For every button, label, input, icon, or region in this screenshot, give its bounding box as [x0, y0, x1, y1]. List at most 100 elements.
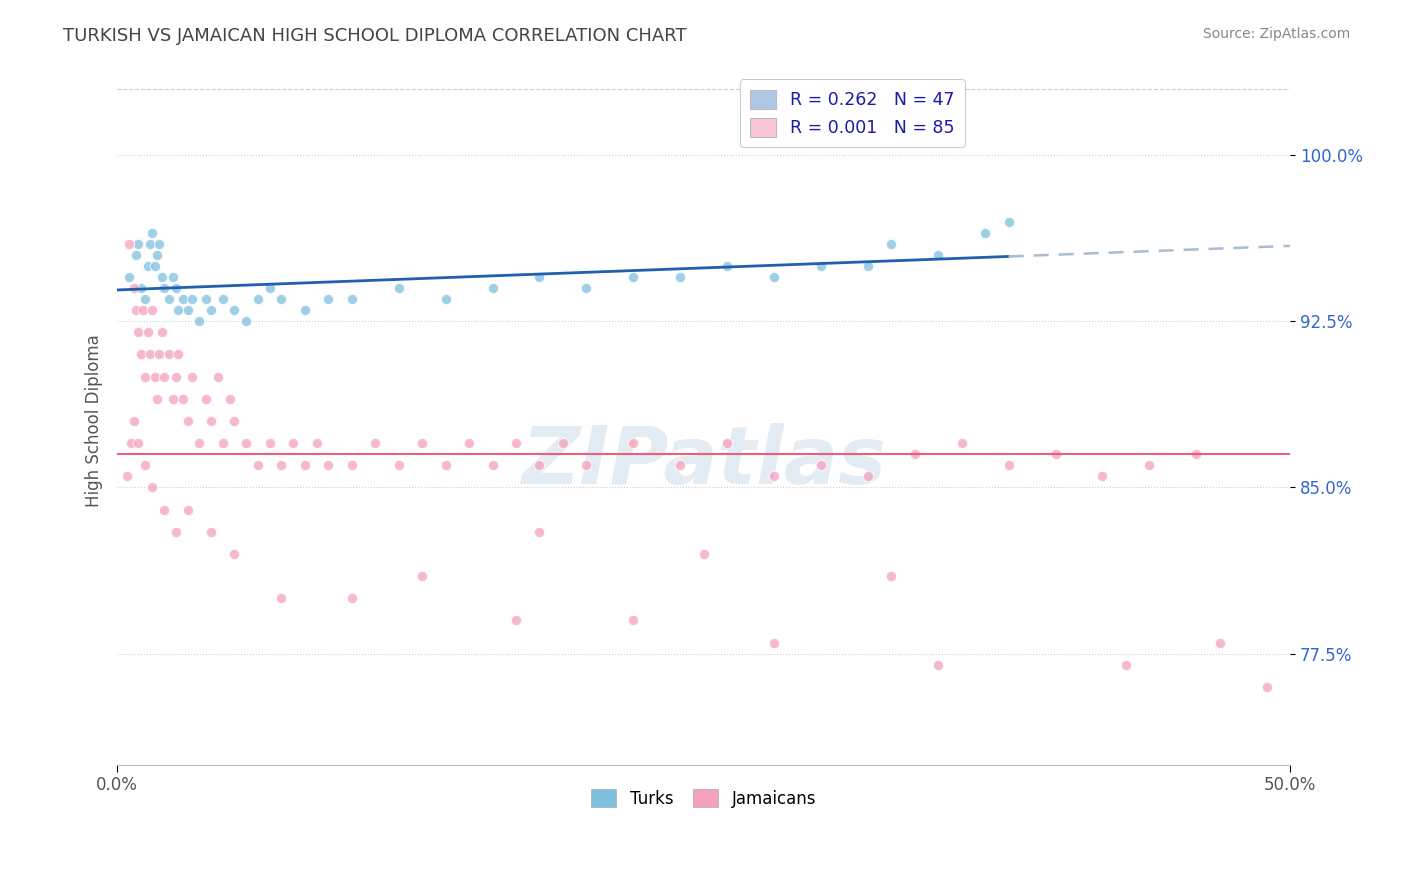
- Point: [115, 469, 138, 483]
- Point: [388, 281, 411, 295]
- Point: [669, 269, 692, 284]
- Point: [305, 436, 328, 450]
- Point: [235, 436, 257, 450]
- Point: [153, 369, 176, 384]
- Point: [318, 292, 340, 306]
- Point: [176, 303, 198, 318]
- Point: [129, 281, 152, 295]
- Point: [218, 392, 240, 406]
- Point: [134, 369, 156, 384]
- Point: [195, 392, 218, 406]
- Legend: Turks, Jamaicans: Turks, Jamaicans: [585, 782, 823, 814]
- Point: [125, 248, 148, 262]
- Point: [122, 281, 145, 295]
- Point: [157, 292, 180, 306]
- Point: [434, 458, 457, 473]
- Point: [200, 414, 222, 428]
- Point: [162, 392, 184, 406]
- Point: [1209, 635, 1232, 649]
- Point: [997, 214, 1019, 228]
- Point: [146, 248, 169, 262]
- Point: [188, 436, 211, 450]
- Point: [167, 303, 190, 318]
- Point: [434, 292, 457, 306]
- Point: [148, 347, 170, 361]
- Point: [141, 480, 163, 494]
- Point: [172, 292, 194, 306]
- Point: [150, 326, 173, 340]
- Point: [200, 303, 222, 318]
- Point: [139, 347, 162, 361]
- Point: [162, 269, 184, 284]
- Point: [224, 547, 246, 561]
- Point: [551, 436, 574, 450]
- Text: TURKISH VS JAMAICAN HIGH SCHOOL DIPLOMA CORRELATION CHART: TURKISH VS JAMAICAN HIGH SCHOOL DIPLOMA …: [63, 27, 688, 45]
- Point: [165, 281, 187, 295]
- Point: [127, 326, 149, 340]
- Point: [176, 414, 198, 428]
- Point: [246, 292, 269, 306]
- Point: [529, 458, 551, 473]
- Point: [246, 458, 269, 473]
- Point: [621, 269, 644, 284]
- Point: [669, 458, 692, 473]
- Point: [411, 569, 433, 583]
- Point: [120, 436, 142, 450]
- Point: [856, 469, 879, 483]
- Point: [505, 436, 527, 450]
- Text: Source: ZipAtlas.com: Source: ZipAtlas.com: [1202, 27, 1350, 41]
- Point: [141, 226, 163, 240]
- Point: [125, 303, 148, 318]
- Point: [974, 226, 997, 240]
- Point: [1256, 680, 1278, 694]
- Point: [281, 436, 304, 450]
- Point: [181, 292, 204, 306]
- Point: [211, 436, 233, 450]
- Point: [143, 259, 166, 273]
- Point: [134, 458, 156, 473]
- Point: [224, 303, 246, 318]
- Point: [810, 458, 832, 473]
- Point: [529, 524, 551, 539]
- Point: [259, 281, 281, 295]
- Point: [927, 248, 949, 262]
- Point: [763, 635, 786, 649]
- Point: [134, 292, 156, 306]
- Point: [127, 236, 149, 251]
- Point: [621, 436, 644, 450]
- Point: [139, 236, 162, 251]
- Point: [294, 458, 316, 473]
- Point: [458, 436, 481, 450]
- Point: [181, 369, 204, 384]
- Point: [136, 259, 159, 273]
- Point: [153, 281, 176, 295]
- Point: [165, 369, 187, 384]
- Y-axis label: High School Diploma: High School Diploma: [86, 334, 103, 508]
- Point: [904, 447, 927, 461]
- Point: [195, 292, 218, 306]
- Point: [127, 436, 149, 450]
- Point: [1115, 657, 1137, 672]
- Point: [481, 281, 503, 295]
- Point: [172, 392, 194, 406]
- Point: [481, 458, 503, 473]
- Point: [810, 259, 832, 273]
- Point: [621, 614, 644, 628]
- Point: [207, 369, 229, 384]
- Point: [763, 269, 786, 284]
- Text: ZIPatlas: ZIPatlas: [522, 423, 886, 501]
- Point: [176, 502, 198, 516]
- Point: [575, 281, 598, 295]
- Point: [143, 369, 166, 384]
- Point: [716, 436, 738, 450]
- Point: [141, 303, 163, 318]
- Point: [153, 502, 176, 516]
- Point: [165, 524, 187, 539]
- Point: [411, 436, 433, 450]
- Point: [270, 458, 292, 473]
- Point: [235, 314, 257, 328]
- Point: [270, 591, 292, 606]
- Point: [150, 269, 173, 284]
- Point: [692, 547, 714, 561]
- Point: [1185, 447, 1208, 461]
